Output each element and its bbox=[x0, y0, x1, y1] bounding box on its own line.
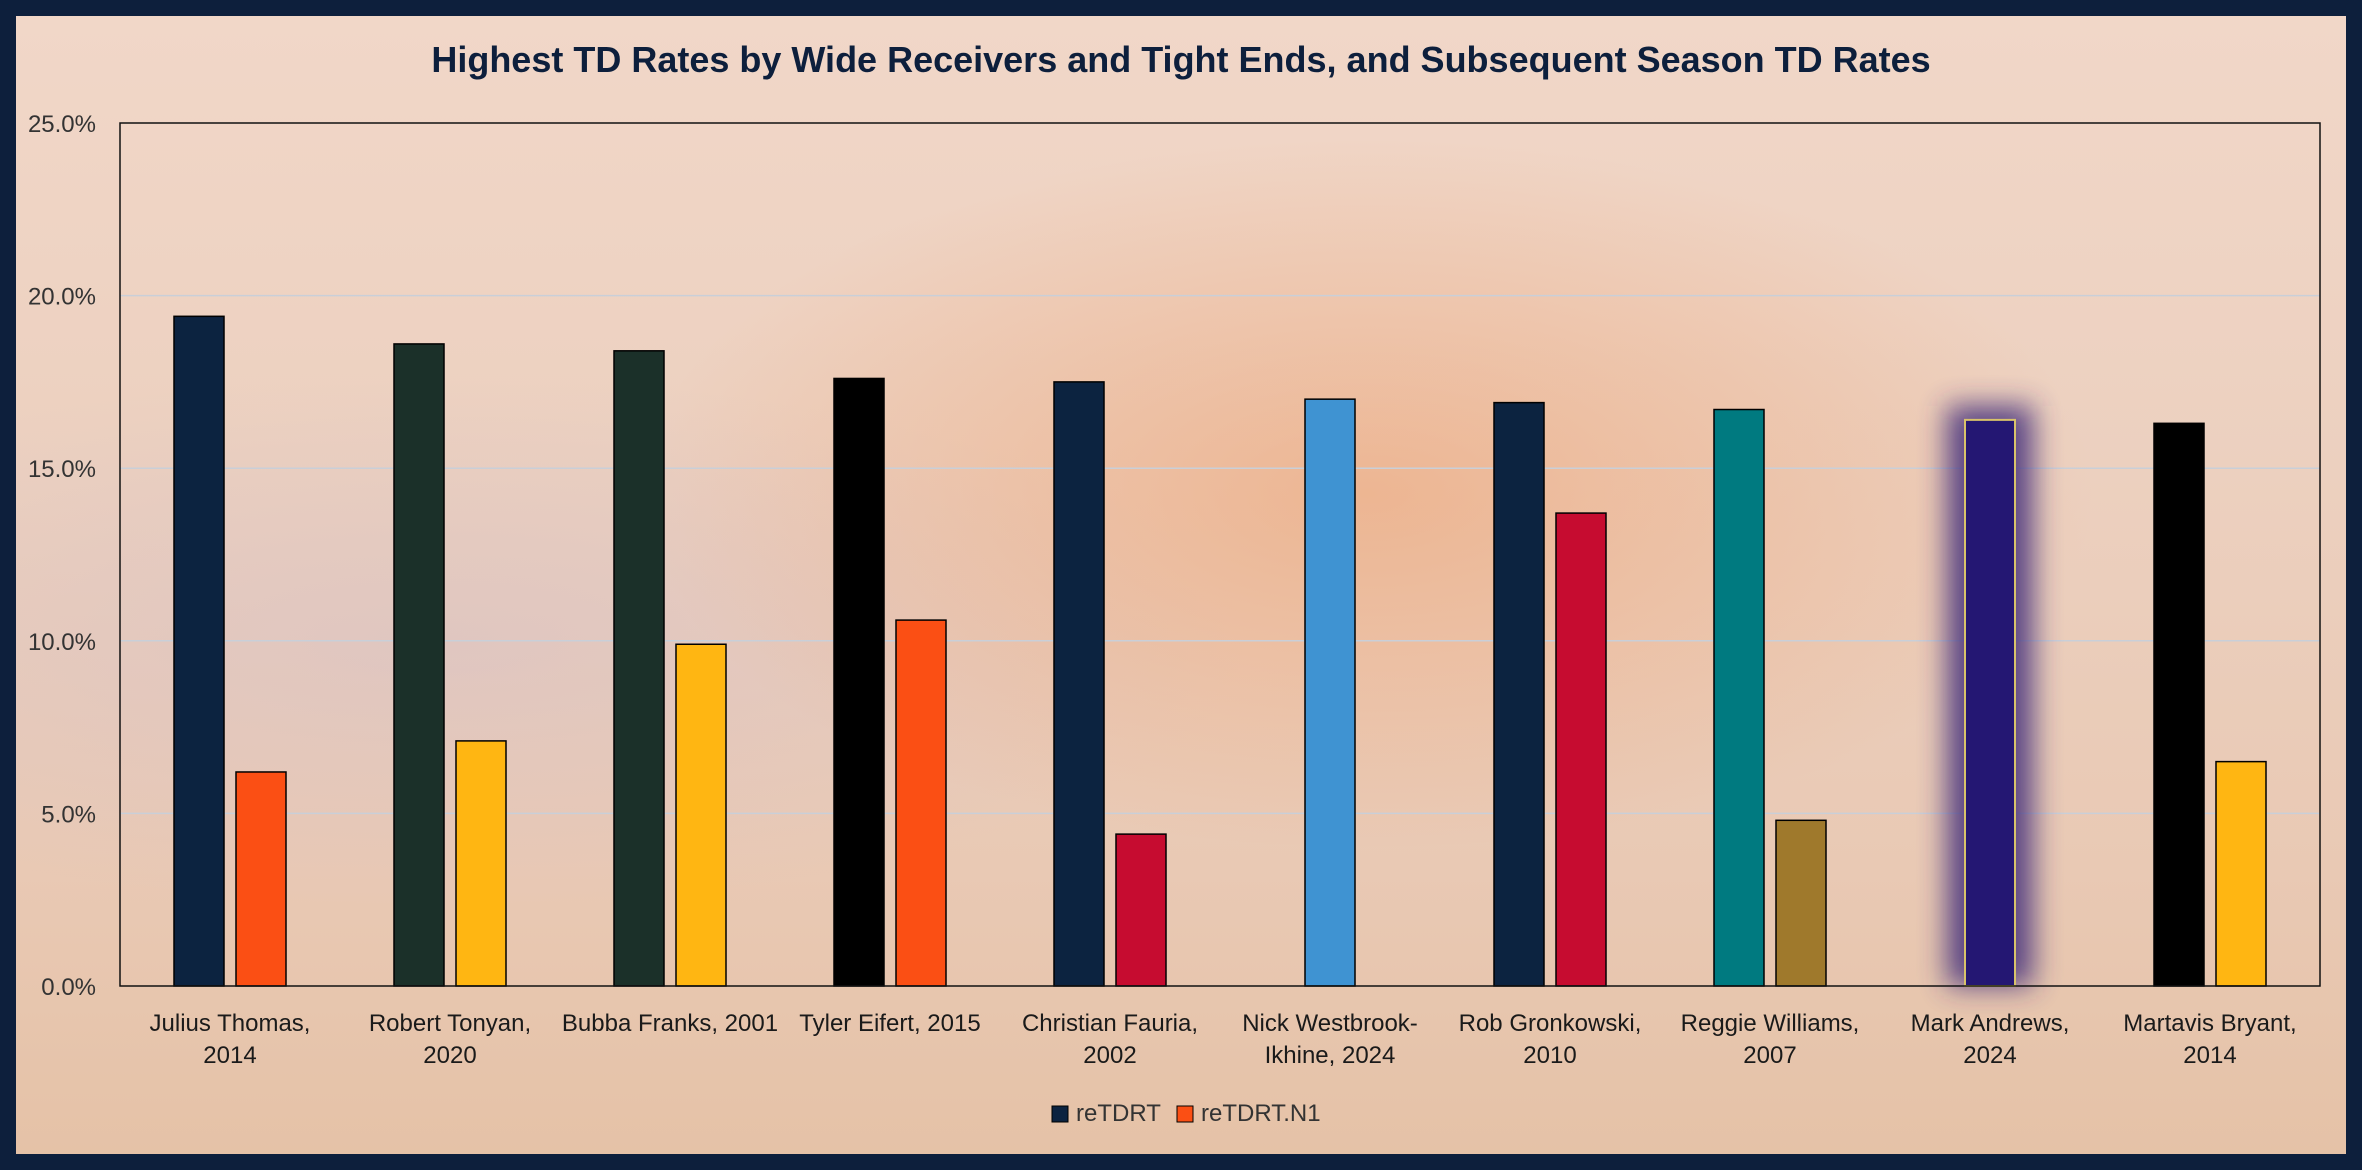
bar-reTDRT-N1 bbox=[675, 643, 727, 987]
x-tick-label: 2014 bbox=[203, 1042, 256, 1069]
x-tick-label: 2014 bbox=[2183, 1042, 2236, 1069]
bar-reTDRT bbox=[613, 350, 665, 987]
bar-reTDRT-N1 bbox=[895, 619, 947, 987]
legend-label: reTDRT bbox=[1076, 1100, 1161, 1127]
axes: 0.0% 5.0% 10.0% 15.0% 20.0% 25.0% bbox=[28, 111, 2321, 1001]
category-labels: Julius Thomas, 2014 Robert Tonyan, 2020 Bubb… bbox=[150, 1010, 2297, 1069]
bar-reTDRT-N1 bbox=[2215, 760, 2267, 987]
bar-reTDRT bbox=[1964, 418, 2016, 987]
bar-reTDRT-N1 bbox=[455, 740, 507, 987]
bar-reTDRT-N1 bbox=[235, 771, 287, 987]
legend-swatch bbox=[1176, 1105, 1194, 1123]
bar-reTDRT bbox=[2153, 422, 2205, 987]
x-tick-label: 2020 bbox=[423, 1042, 476, 1069]
x-tick-label: 2024 bbox=[1963, 1042, 2016, 1069]
legend-swatch bbox=[1051, 1105, 1069, 1123]
bar-reTDRT bbox=[833, 377, 885, 987]
chart-title: Highest TD Rates by Wide Receivers and T… bbox=[431, 39, 1930, 80]
x-tick-label: Mark Andrews, bbox=[1911, 1010, 2070, 1037]
x-tick-label: 2007 bbox=[1743, 1042, 1796, 1069]
bar-reTDRT bbox=[1053, 381, 1105, 987]
x-tick-label: Robert Tonyan, bbox=[369, 1010, 531, 1037]
x-tick-label: Ikhine, 2024 bbox=[1265, 1042, 1396, 1069]
x-tick-label: Tyler Eifert, 2015 bbox=[799, 1010, 980, 1037]
x-tick-label: Martavis Bryant, bbox=[2123, 1010, 2296, 1037]
y-tick-label: 20.0% bbox=[28, 284, 96, 311]
bar-reTDRT bbox=[1713, 408, 1765, 987]
x-tick-label: Rob Gronkowski, bbox=[1459, 1010, 1642, 1037]
bar-reTDRT-N1 bbox=[1555, 512, 1607, 987]
bar-reTDRT bbox=[1304, 398, 1356, 987]
legend: reTDRT reTDRT.N1 bbox=[1051, 1100, 1321, 1127]
bar-reTDRT-N1 bbox=[1775, 819, 1827, 987]
x-tick-label: 2002 bbox=[1083, 1042, 1136, 1069]
bar-reTDRT bbox=[173, 315, 225, 987]
y-tick-label: 15.0% bbox=[28, 456, 96, 483]
bars bbox=[173, 315, 2267, 987]
bar-reTDRT-N1 bbox=[1115, 833, 1167, 987]
x-tick-label: Bubba Franks, 2001 bbox=[562, 1010, 778, 1037]
y-tick-label: 5.0% bbox=[41, 801, 96, 828]
legend-label: reTDRT.N1 bbox=[1201, 1100, 1321, 1127]
plot-area-border bbox=[119, 122, 2321, 987]
x-tick-label: Julius Thomas, bbox=[150, 1010, 311, 1037]
bar-reTDRT bbox=[1493, 401, 1545, 987]
y-tick-label: 25.0% bbox=[28, 111, 96, 138]
y-tick-label: 10.0% bbox=[28, 629, 96, 656]
x-tick-label: Nick Westbrook- bbox=[1242, 1010, 1418, 1037]
x-tick-label: Christian Fauria, bbox=[1022, 1010, 1198, 1037]
y-tick-label: 0.0% bbox=[41, 974, 96, 1001]
x-tick-label: 2010 bbox=[1523, 1042, 1576, 1069]
bar-reTDRT bbox=[393, 343, 445, 987]
x-tick-label: Reggie Williams, bbox=[1681, 1010, 1860, 1037]
